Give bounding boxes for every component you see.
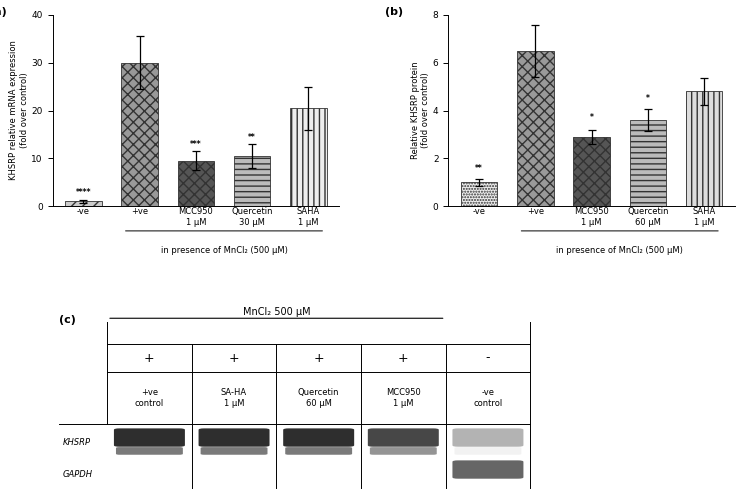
Text: *: * (646, 94, 650, 103)
Bar (629, 120, 666, 206)
FancyBboxPatch shape (200, 447, 268, 455)
FancyBboxPatch shape (368, 428, 439, 447)
FancyBboxPatch shape (285, 447, 352, 455)
Bar (65, 201, 102, 206)
Text: ***: *** (190, 140, 202, 149)
FancyBboxPatch shape (370, 447, 436, 455)
Text: MCC950
1 μM: MCC950 1 μM (386, 388, 421, 408)
FancyBboxPatch shape (452, 428, 524, 447)
Text: -ve
control: -ve control (473, 388, 502, 408)
Text: -: - (486, 351, 490, 364)
Text: +: + (398, 351, 409, 364)
Text: +: + (144, 351, 154, 364)
Text: in presence of MnCl₂ (500 μM): in presence of MnCl₂ (500 μM) (556, 246, 683, 255)
Text: Quercetin
60 μM: Quercetin 60 μM (298, 388, 340, 408)
Bar (461, 182, 497, 206)
FancyBboxPatch shape (452, 461, 524, 479)
Bar (122, 63, 158, 206)
Text: (a): (a) (0, 7, 8, 17)
Bar (686, 91, 722, 206)
Text: KHSRP: KHSRP (63, 438, 91, 447)
FancyBboxPatch shape (114, 428, 185, 447)
Text: +ve
control: +ve control (135, 388, 164, 408)
Text: +: + (314, 351, 324, 364)
Text: SA-HA
1 μM: SA-HA 1 μM (221, 388, 247, 408)
Text: MnCl₂ 500 μM: MnCl₂ 500 μM (242, 306, 310, 316)
Text: *: * (590, 113, 593, 122)
Bar (178, 161, 214, 206)
Text: (b): (b) (386, 7, 404, 17)
Text: (c): (c) (59, 315, 76, 325)
Bar (517, 51, 554, 206)
FancyBboxPatch shape (116, 447, 183, 455)
Text: **: ** (248, 133, 256, 142)
Text: **: ** (476, 164, 483, 173)
Text: in presence of MnCl₂ (500 μM): in presence of MnCl₂ (500 μM) (160, 246, 287, 255)
FancyBboxPatch shape (284, 428, 354, 447)
Bar (573, 137, 610, 206)
FancyBboxPatch shape (199, 428, 269, 447)
FancyBboxPatch shape (454, 447, 521, 455)
Bar (234, 156, 271, 206)
Text: GAPDH: GAPDH (63, 470, 93, 479)
Y-axis label: KHSRP relative mRNA expression
(fold over control): KHSRP relative mRNA expression (fold ove… (9, 40, 28, 181)
Text: ****: **** (76, 189, 92, 198)
Y-axis label: Relative KHSRP protein
(fold over control): Relative KHSRP protein (fold over contro… (410, 62, 430, 159)
Text: +: + (229, 351, 239, 364)
Bar (290, 108, 326, 206)
